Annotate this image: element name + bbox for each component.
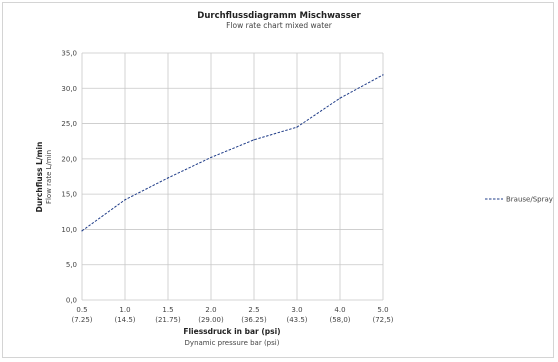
data-point xyxy=(296,126,298,128)
chart-title: Durchflussdiagramm Mischwasser xyxy=(197,11,361,21)
data-point xyxy=(339,97,341,99)
y-tick-label: 30,0 xyxy=(61,85,77,93)
legend-label: Brause/Spray xyxy=(506,196,553,204)
chart-frame xyxy=(2,2,554,358)
data-point xyxy=(124,199,126,201)
x-tick-label: 3.0 xyxy=(291,306,302,314)
x-tick-sublabel: (14.5) xyxy=(114,316,135,324)
x-tick-sublabel: (36.25) xyxy=(241,316,267,324)
x-tick-sublabel: (7.25) xyxy=(71,316,92,324)
y-tick-label: 5,0 xyxy=(66,261,77,269)
y-axis-label: Durchfluss L/min xyxy=(35,142,44,213)
x-tick-label: 1.5 xyxy=(162,306,173,314)
legend: Brause/Spray xyxy=(485,196,553,204)
series-layer xyxy=(81,74,384,232)
y-tick-label: 25,0 xyxy=(61,120,77,128)
data-point xyxy=(382,74,384,76)
x-tick-sublabel: (58,0) xyxy=(329,316,350,324)
x-tick-label: 2.5 xyxy=(248,306,259,314)
x-tick-label: 2.0 xyxy=(205,306,216,314)
data-point xyxy=(210,156,212,159)
y-tick-label: 0,0 xyxy=(66,297,77,305)
y-tick-label: 10,0 xyxy=(61,226,77,234)
data-point xyxy=(81,230,83,232)
y-axis-sublabel: Flow rate L/min xyxy=(45,150,53,204)
x-tick-label: 5.0 xyxy=(377,306,388,314)
y-tick-labels: 0,0 5,0 10,0 15,0 20,0 25,0 30,0 35,0 xyxy=(61,50,77,305)
x-tick-label: 1.0 xyxy=(119,306,130,314)
y-tick-label: 20,0 xyxy=(61,155,77,163)
x-axis-label: Fliessdruck in bar (psi) xyxy=(183,327,280,336)
chart-grid xyxy=(81,52,384,301)
x-tick-sublabel: (21.75) xyxy=(155,316,181,324)
x-tick-sublabel: (43.5) xyxy=(286,316,307,324)
x-tick-label: 0.5 xyxy=(76,306,87,314)
y-tick-label: 15,0 xyxy=(61,191,77,199)
data-point xyxy=(253,139,255,141)
chart-subtitle: Flow rate chart mixed water xyxy=(226,21,332,30)
x-tick-sublabel: (29.00) xyxy=(198,316,224,324)
data-point xyxy=(167,177,169,179)
x-tick-label: 4.0 xyxy=(334,306,345,314)
x-axis-sublabel: Dynamic pressure bar (psi) xyxy=(185,339,280,347)
y-tick-label: 35,0 xyxy=(61,50,77,58)
x-tick-labels: 0.5 (7.25) 1.0 (14.5) 1.5 (21.75) 2.0 (29.00) 2.… xyxy=(71,306,393,324)
x-tick-sublabel: (72,5) xyxy=(372,316,393,324)
series-line-brause-spray xyxy=(81,74,384,232)
